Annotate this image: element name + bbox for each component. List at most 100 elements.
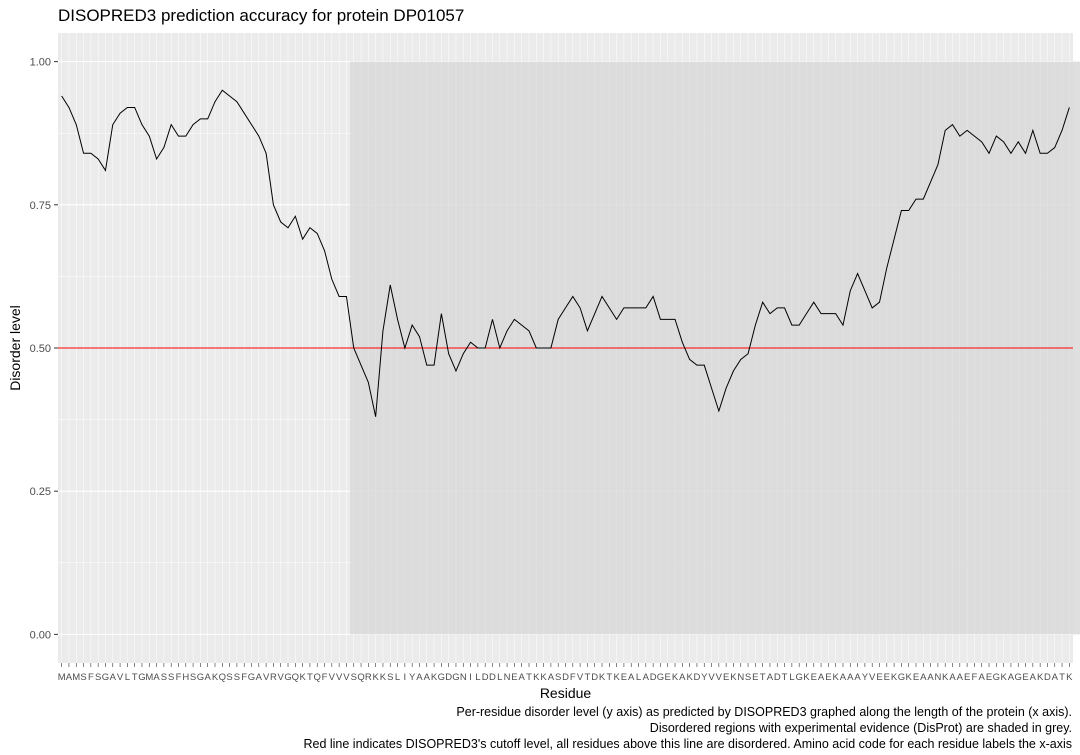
- x-tick-label: G: [284, 672, 291, 683]
- x-tick-label: R: [270, 672, 277, 683]
- x-tick-label: S: [190, 672, 196, 683]
- x-tick-label: K: [1037, 672, 1044, 683]
- x-tick-label: G: [898, 672, 905, 683]
- y-tick-label: 1.00: [30, 57, 51, 69]
- y-tick-label: 0.50: [30, 343, 51, 355]
- x-tick-label: K: [942, 672, 949, 683]
- x-tick-label: N: [504, 672, 511, 683]
- x-tick-label: Y: [701, 672, 708, 683]
- x-tick-label: V: [343, 672, 350, 683]
- x-tick-label: D: [694, 672, 701, 683]
- caption-line-1: Per-residue disorder level (y axis) as p…: [456, 705, 1072, 719]
- x-tick-label: A: [110, 672, 117, 683]
- x-tick-label: A: [628, 672, 635, 683]
- x-tick-label: K: [730, 672, 737, 683]
- x-tick-label: G: [795, 672, 802, 683]
- x-tick-label: K: [686, 672, 693, 683]
- x-tick-label: I: [404, 672, 407, 683]
- x-tick-label: Y: [409, 672, 416, 683]
- x-tick-label: L: [636, 672, 641, 683]
- x-tick-label: N: [934, 672, 941, 683]
- x-tick-label: K: [533, 672, 540, 683]
- x-tick-label: D: [1044, 672, 1051, 683]
- x-tick-label: S: [234, 672, 240, 683]
- x-tick-label: T: [585, 672, 591, 683]
- x-tick-label: G: [657, 672, 664, 683]
- x-tick-label: F: [88, 672, 94, 683]
- x-tick-label: R: [365, 672, 372, 683]
- x-tick-label: A: [1052, 672, 1059, 683]
- x-tick-label: G: [102, 672, 109, 683]
- x-tick-label: V: [869, 672, 876, 683]
- x-tick-label: M: [72, 672, 80, 683]
- x-tick-label: G: [1015, 672, 1022, 683]
- x-tick-label: A: [1030, 672, 1037, 683]
- disorder-series-line: [61, 89, 1070, 417]
- x-tick-label: A: [643, 672, 650, 683]
- x-tick-label: L: [475, 672, 480, 683]
- x-tick-label: D: [445, 672, 452, 683]
- x-tick-label: K: [906, 672, 913, 683]
- chart-caption: Per-residue disorder level (y axis) as p…: [303, 704, 1072, 752]
- x-tick-label: F: [570, 672, 576, 683]
- x-tick-label: A: [767, 672, 774, 683]
- x-tick-label: V: [117, 672, 124, 683]
- x-tick-label: A: [854, 672, 861, 683]
- x-tick-label: E: [811, 672, 817, 683]
- x-tick-label: K: [540, 672, 547, 683]
- x-tick-label: K: [672, 672, 679, 683]
- x-tick-label: A: [840, 672, 847, 683]
- x-tick-label: E: [964, 672, 970, 683]
- y-tick-label: 0.75: [30, 200, 51, 212]
- x-tick-label: A: [979, 672, 986, 683]
- x-tick-label: S: [351, 672, 357, 683]
- x-tick-label: S: [168, 672, 174, 683]
- x-tick-label: I: [469, 672, 472, 683]
- x-tick-label: Y: [862, 672, 869, 683]
- x-tick-label: S: [745, 672, 751, 683]
- caption-line-3: Red line indicates DISOPRED3's cutoff le…: [303, 737, 1072, 751]
- x-tick-label: A: [818, 672, 825, 683]
- x-tick-label: K: [1000, 672, 1007, 683]
- x-tick-label: G: [993, 672, 1000, 683]
- x-tick-label: A: [920, 672, 927, 683]
- x-tick-label: K: [212, 672, 219, 683]
- x-tick-label: A: [519, 672, 526, 683]
- x-tick-label: M: [58, 672, 66, 683]
- x-tick-label: A: [927, 672, 934, 683]
- x-tick-label: Q: [292, 672, 299, 683]
- x-tick-label: K: [431, 672, 438, 683]
- x-tick-label: S: [555, 672, 561, 683]
- x-tick-label: T: [782, 672, 788, 683]
- x-tick-label: S: [226, 672, 232, 683]
- x-tick-label: D: [650, 672, 657, 683]
- x-tick-label: V: [329, 672, 336, 683]
- x-tick-label: E: [621, 672, 627, 683]
- x-tick-label: L: [789, 672, 794, 683]
- x-tick-label: E: [665, 672, 671, 683]
- x-tick-label: E: [876, 672, 882, 683]
- x-tick-label: D: [482, 672, 489, 683]
- x-tick-label: E: [884, 672, 890, 683]
- x-tick-label: N: [460, 672, 467, 683]
- x-tick-label: T: [132, 672, 138, 683]
- x-tick-label: D: [774, 672, 781, 683]
- x-tick-label: D: [562, 672, 569, 683]
- x-tick-label: V: [278, 672, 285, 683]
- x-tick-label: A: [416, 672, 423, 683]
- x-tick-label: G: [438, 672, 445, 683]
- x-tick-label: A: [847, 672, 854, 683]
- x-tick-label: A: [66, 672, 73, 683]
- x-tick-label: K: [833, 672, 840, 683]
- chart-title: DISOPRED3 prediction accuracy for protei…: [58, 6, 465, 25]
- x-tick-label: K: [599, 672, 606, 683]
- caption-line-2: Disordered regions with experimental evi…: [649, 721, 1072, 735]
- x-tick-label: F: [176, 672, 182, 683]
- x-tick-label: Q: [314, 672, 321, 683]
- x-tick-label: K: [613, 672, 620, 683]
- x-tick-label: L: [125, 672, 130, 683]
- y-tick-label: 0.00: [30, 629, 51, 641]
- x-tick-label: K: [803, 672, 810, 683]
- x-tick-label: K: [891, 672, 898, 683]
